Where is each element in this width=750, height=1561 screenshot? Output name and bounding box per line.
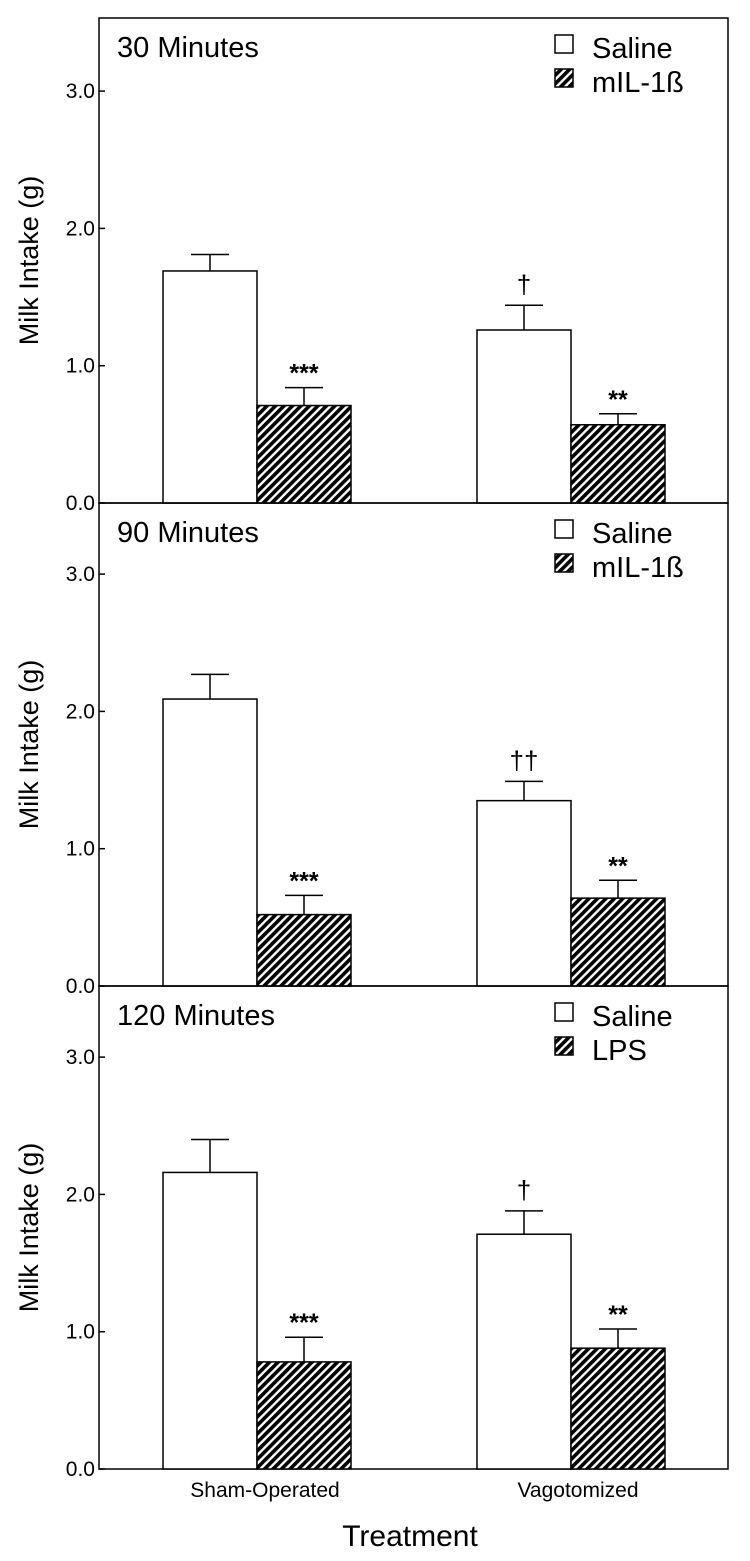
significance-saline-vagotomized: † bbox=[517, 1175, 531, 1205]
y-tick-label: 1.0 bbox=[66, 1321, 95, 1344]
chart-panel-3: 0.0 1.0 2.0 3.0 Milk Intake (g) 120 Minutes Sa… bbox=[14, 985, 729, 1481]
bar-saline-vagotomized bbox=[476, 1233, 572, 1470]
panel-title: 30 Minutes bbox=[117, 32, 259, 64]
bar-treatment-sham bbox=[256, 913, 352, 987]
bar-saline-vagotomized bbox=[476, 329, 572, 504]
legend-swatch-treatment bbox=[554, 553, 574, 573]
y-tick-label: 0.0 bbox=[66, 975, 95, 998]
y-tick-label: 2.0 bbox=[66, 217, 95, 240]
legend-swatch-saline bbox=[554, 519, 574, 539]
y-tick-label: 2.0 bbox=[66, 1183, 95, 1206]
chart-panel-1: 0.0 1.0 2.0 3.0 Milk Intake (g) 30 Minutes Sal… bbox=[14, 17, 729, 515]
y-axis-title: Milk Intake (g) bbox=[14, 1143, 44, 1313]
significance-treatment-vagotomized: ** bbox=[608, 1301, 628, 1329]
legend-swatch-saline bbox=[554, 1002, 574, 1022]
y-tick-label: 0.0 bbox=[66, 492, 95, 515]
bar-saline-sham bbox=[162, 698, 258, 987]
chart-panel-2: 0.0 1.0 2.0 3.0 Milk Intake (g) 90 Minutes Sal… bbox=[14, 502, 729, 998]
legend-swatch-treatment bbox=[554, 1036, 574, 1056]
significance-treatment-vagotomized: ** bbox=[608, 852, 628, 880]
category-label-vagotomized: Vagotomized bbox=[517, 1479, 638, 1502]
significance-saline-vagotomized: †† bbox=[510, 745, 539, 775]
legend-label-saline: Saline bbox=[592, 33, 673, 65]
panel-title: 120 Minutes bbox=[117, 1000, 275, 1032]
legend-label-saline: Saline bbox=[592, 1001, 673, 1033]
plot-frame bbox=[98, 985, 729, 1470]
legend-swatch-saline bbox=[554, 34, 574, 54]
bar-treatment-vagotomized bbox=[570, 897, 666, 987]
y-tick-label: 3.0 bbox=[66, 1046, 95, 1069]
y-tick-label: 1.0 bbox=[66, 838, 95, 861]
y-axis-title: Milk Intake (g) bbox=[14, 176, 44, 346]
category-label-sham: Sham-Operated bbox=[190, 1479, 339, 1502]
y-tick-label: 0.0 bbox=[66, 1458, 95, 1481]
significance-treatment-sham: *** bbox=[289, 360, 318, 388]
bar-saline-sham bbox=[162, 1171, 258, 1470]
y-tick-label: 3.0 bbox=[66, 80, 95, 103]
x-axis-labels: Sham-Operated Vagotomized Treatment bbox=[190, 1479, 638, 1553]
significance-treatment-sham: *** bbox=[289, 1309, 318, 1337]
legend-label-treatment: mIL-1ß bbox=[592, 552, 684, 584]
significance-treatment-sham: *** bbox=[289, 867, 318, 895]
legend-label-saline: Saline bbox=[592, 518, 673, 550]
legend-label-treatment: LPS bbox=[592, 1035, 647, 1067]
bar-saline-sham bbox=[162, 270, 258, 504]
significance-saline-vagotomized: † bbox=[517, 269, 531, 299]
bar-treatment-sham bbox=[256, 404, 352, 504]
x-axis-title: Treatment bbox=[342, 1520, 478, 1553]
y-tick-label: 3.0 bbox=[66, 563, 95, 586]
y-tick-label: 1.0 bbox=[66, 355, 95, 378]
significance-treatment-vagotomized: ** bbox=[608, 386, 628, 414]
panels: 0.0 1.0 2.0 3.0 Milk Intake (g) 30 Minutes Sal… bbox=[14, 17, 729, 1481]
bar-saline-vagotomized bbox=[476, 799, 572, 987]
bar-treatment-vagotomized bbox=[570, 1347, 666, 1470]
bar-treatment-vagotomized bbox=[570, 423, 666, 504]
legend-label-treatment: mIL-1ß bbox=[592, 67, 684, 99]
y-tick-label: 2.0 bbox=[66, 700, 95, 723]
legend-swatch-treatment bbox=[554, 68, 574, 88]
y-axis-title: Milk Intake (g) bbox=[14, 660, 44, 830]
bar-treatment-sham bbox=[256, 1361, 352, 1470]
panel-title: 90 Minutes bbox=[117, 517, 259, 549]
